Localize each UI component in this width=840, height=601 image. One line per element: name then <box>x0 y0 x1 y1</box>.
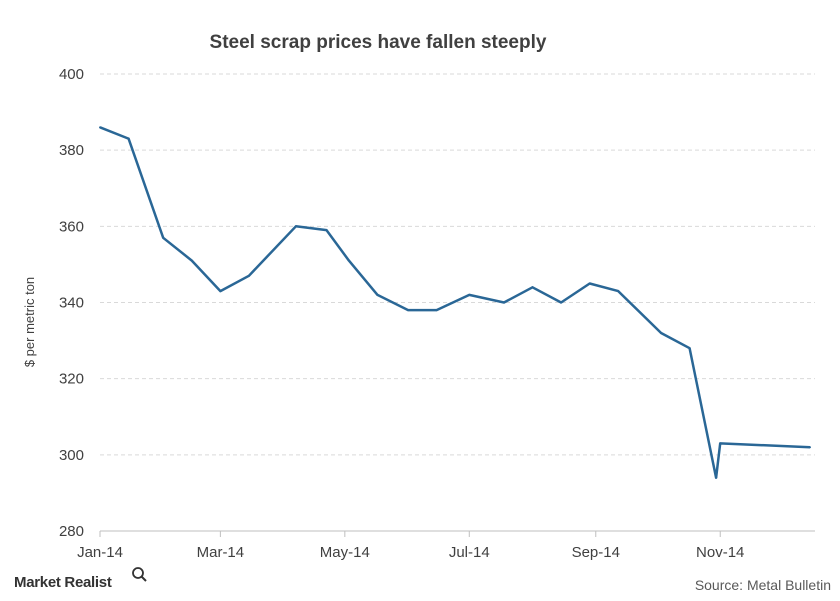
x-tick-label: Sep-14 <box>572 544 620 561</box>
gridlines <box>100 73 815 456</box>
y-axis-ticks: 280 300 320 340 360 380 400 <box>59 66 84 540</box>
data-point <box>531 286 534 289</box>
data-point <box>127 137 130 140</box>
data-point <box>715 476 718 479</box>
data-point <box>560 301 563 304</box>
y-tick-label: 280 <box>59 523 84 540</box>
data-point <box>809 446 811 449</box>
y-tick-label: 300 <box>59 447 84 464</box>
y-tick-label: 380 <box>59 142 84 159</box>
source-note: Source: Metal Bulletin <box>695 577 831 593</box>
data-point <box>247 274 250 277</box>
y-tick-label: 400 <box>59 66 84 83</box>
x-axis: Jan-14 Mar-14 May-14 Jul-14 Sep-14 Nov-14 <box>77 530 815 561</box>
y-axis-label: $ per metric ton <box>22 277 37 367</box>
brand-name: Market Realist <box>14 574 112 591</box>
series-group <box>99 126 811 479</box>
data-point <box>99 126 101 129</box>
data-point <box>325 229 328 232</box>
x-tick-label: Mar-14 <box>197 544 245 561</box>
data-point <box>162 236 165 239</box>
data-point <box>376 293 379 296</box>
data-point <box>435 309 438 312</box>
data-point <box>617 290 620 293</box>
data-point <box>219 290 222 293</box>
x-tick-label: Jan-14 <box>77 544 123 561</box>
brand-logo: Market Realist <box>14 567 147 591</box>
data-point <box>688 347 691 350</box>
x-tick-label: Jul-14 <box>449 544 490 561</box>
y-tick-label: 320 <box>59 371 84 388</box>
data-point <box>502 301 505 304</box>
data-point <box>407 309 410 312</box>
x-tick-label: Nov-14 <box>696 544 744 561</box>
data-point <box>588 282 591 285</box>
data-point <box>660 331 663 334</box>
data-point <box>347 259 350 262</box>
x-tick-label: May-14 <box>320 544 370 561</box>
y-tick-label: 360 <box>59 218 84 235</box>
data-point <box>468 293 471 296</box>
data-point <box>294 225 297 228</box>
data-point <box>190 259 193 262</box>
y-tick-label: 340 <box>59 295 84 312</box>
chart-title: Steel scrap prices have fallen steeply <box>210 32 547 53</box>
magnifier-icon <box>132 567 147 582</box>
data-point <box>719 442 722 445</box>
